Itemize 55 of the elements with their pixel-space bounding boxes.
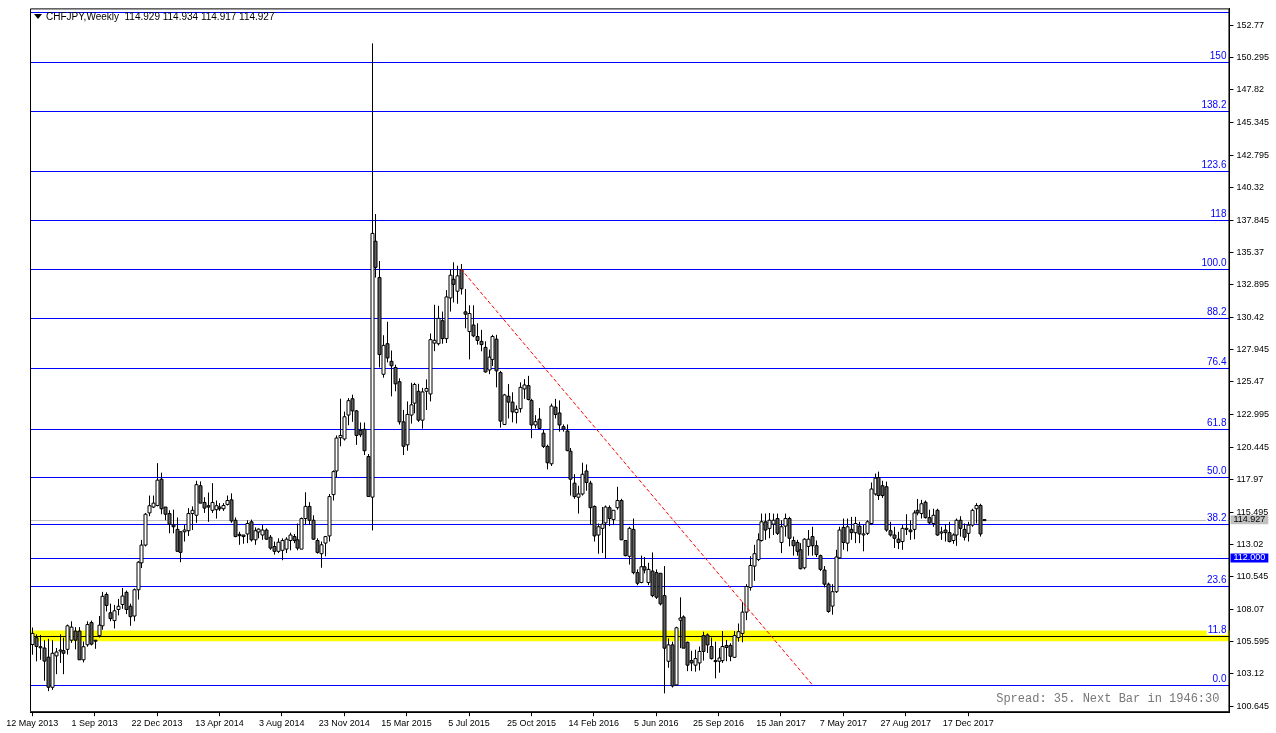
annotation: 88.2: [1207, 305, 1227, 317]
annotation: 23.6: [1207, 573, 1227, 585]
y-tick-label: 137.845: [1236, 214, 1270, 225]
y-tick-label: 135.37: [1236, 246, 1264, 257]
x-tick-label: 15 Mar 2015: [381, 718, 432, 729]
chart-title: CHFJPY,Weekly 114.929 114.934 114.917 114.927: [46, 11, 275, 23]
x-tick-label: 13 Apr 2014: [195, 718, 244, 729]
y-tick-label: 127.945: [1236, 344, 1270, 354]
y-tick-label: 120.445: [1236, 442, 1270, 453]
x-tick-label: 25 Oct 2015: [506, 718, 556, 729]
y-tick-label: 140.32: [1236, 182, 1264, 193]
y-tick-label: 150.295: [1236, 51, 1270, 62]
annotation: 123.6: [1201, 158, 1227, 170]
x-tick-label: 5 Jul 2015: [448, 718, 490, 729]
y-tick-label: 132.895: [1236, 279, 1270, 290]
annotation: 150: [1209, 49, 1227, 61]
y-tick-label: 108.07: [1236, 603, 1264, 614]
y-tick-label: 110.545: [1236, 571, 1269, 582]
annotation: 61.8: [1207, 416, 1227, 428]
y-tick-label: 145.345: [1236, 116, 1270, 127]
x-tick-label: 22 Dec 2013: [131, 718, 183, 729]
annotation: Spread: 35. Next Bar in 1946:30: [996, 692, 1220, 707]
x-tick-label: 23 Nov 2014: [318, 718, 370, 729]
y-tick-label: 115.495: [1236, 506, 1269, 517]
x-tick-label: 5 Jun 2016: [633, 718, 679, 729]
y-tick-label: 100.645: [1236, 700, 1270, 711]
annotation: 0.0: [1212, 672, 1227, 684]
x-tick-label: 25 Sep 2016: [693, 718, 745, 729]
annotation: 76.4: [1207, 355, 1227, 367]
y-tick-label: 103.12: [1236, 668, 1264, 679]
x-tick-label: 27 Aug 2017: [880, 718, 932, 729]
y-tick-label: 142.795: [1236, 149, 1270, 160]
y-tick-label: 117.97: [1236, 474, 1264, 485]
y-tick-label: 130.42: [1236, 311, 1264, 322]
x-tick-label: 3 Aug 2014: [259, 718, 305, 729]
annotation: 11.8: [1207, 623, 1227, 635]
y-tick-label: 125.47: [1236, 376, 1264, 387]
annotation: 50.0: [1207, 464, 1227, 476]
x-tick-label: 15 Jan 2017: [756, 718, 806, 729]
y-tick-label: 152.77: [1236, 19, 1264, 30]
x-tick-label: 1 Sep 2013: [71, 718, 118, 729]
ref-line-label: 114.927: [1233, 514, 1266, 525]
annotation: 118: [1210, 207, 1227, 219]
x-tick-label: 14 Feb 2016: [568, 718, 620, 729]
annotation: 100.0: [1201, 256, 1227, 268]
x-tick-label: 17 Dec 2017: [942, 718, 994, 729]
ref-line-label: 112.000: [1233, 552, 1266, 563]
y-tick-label: 147.82: [1236, 84, 1264, 95]
x-tick-label: 12 May 2013: [6, 718, 59, 729]
annotation: 38.2: [1207, 511, 1227, 523]
y-tick-label: 113.02: [1236, 539, 1264, 550]
y-tick-label: 122.995: [1236, 408, 1270, 419]
annotation: 138.2: [1201, 98, 1227, 110]
x-tick-label: 7 May 2017: [819, 718, 867, 729]
y-tick-label: 105.595: [1236, 636, 1270, 647]
